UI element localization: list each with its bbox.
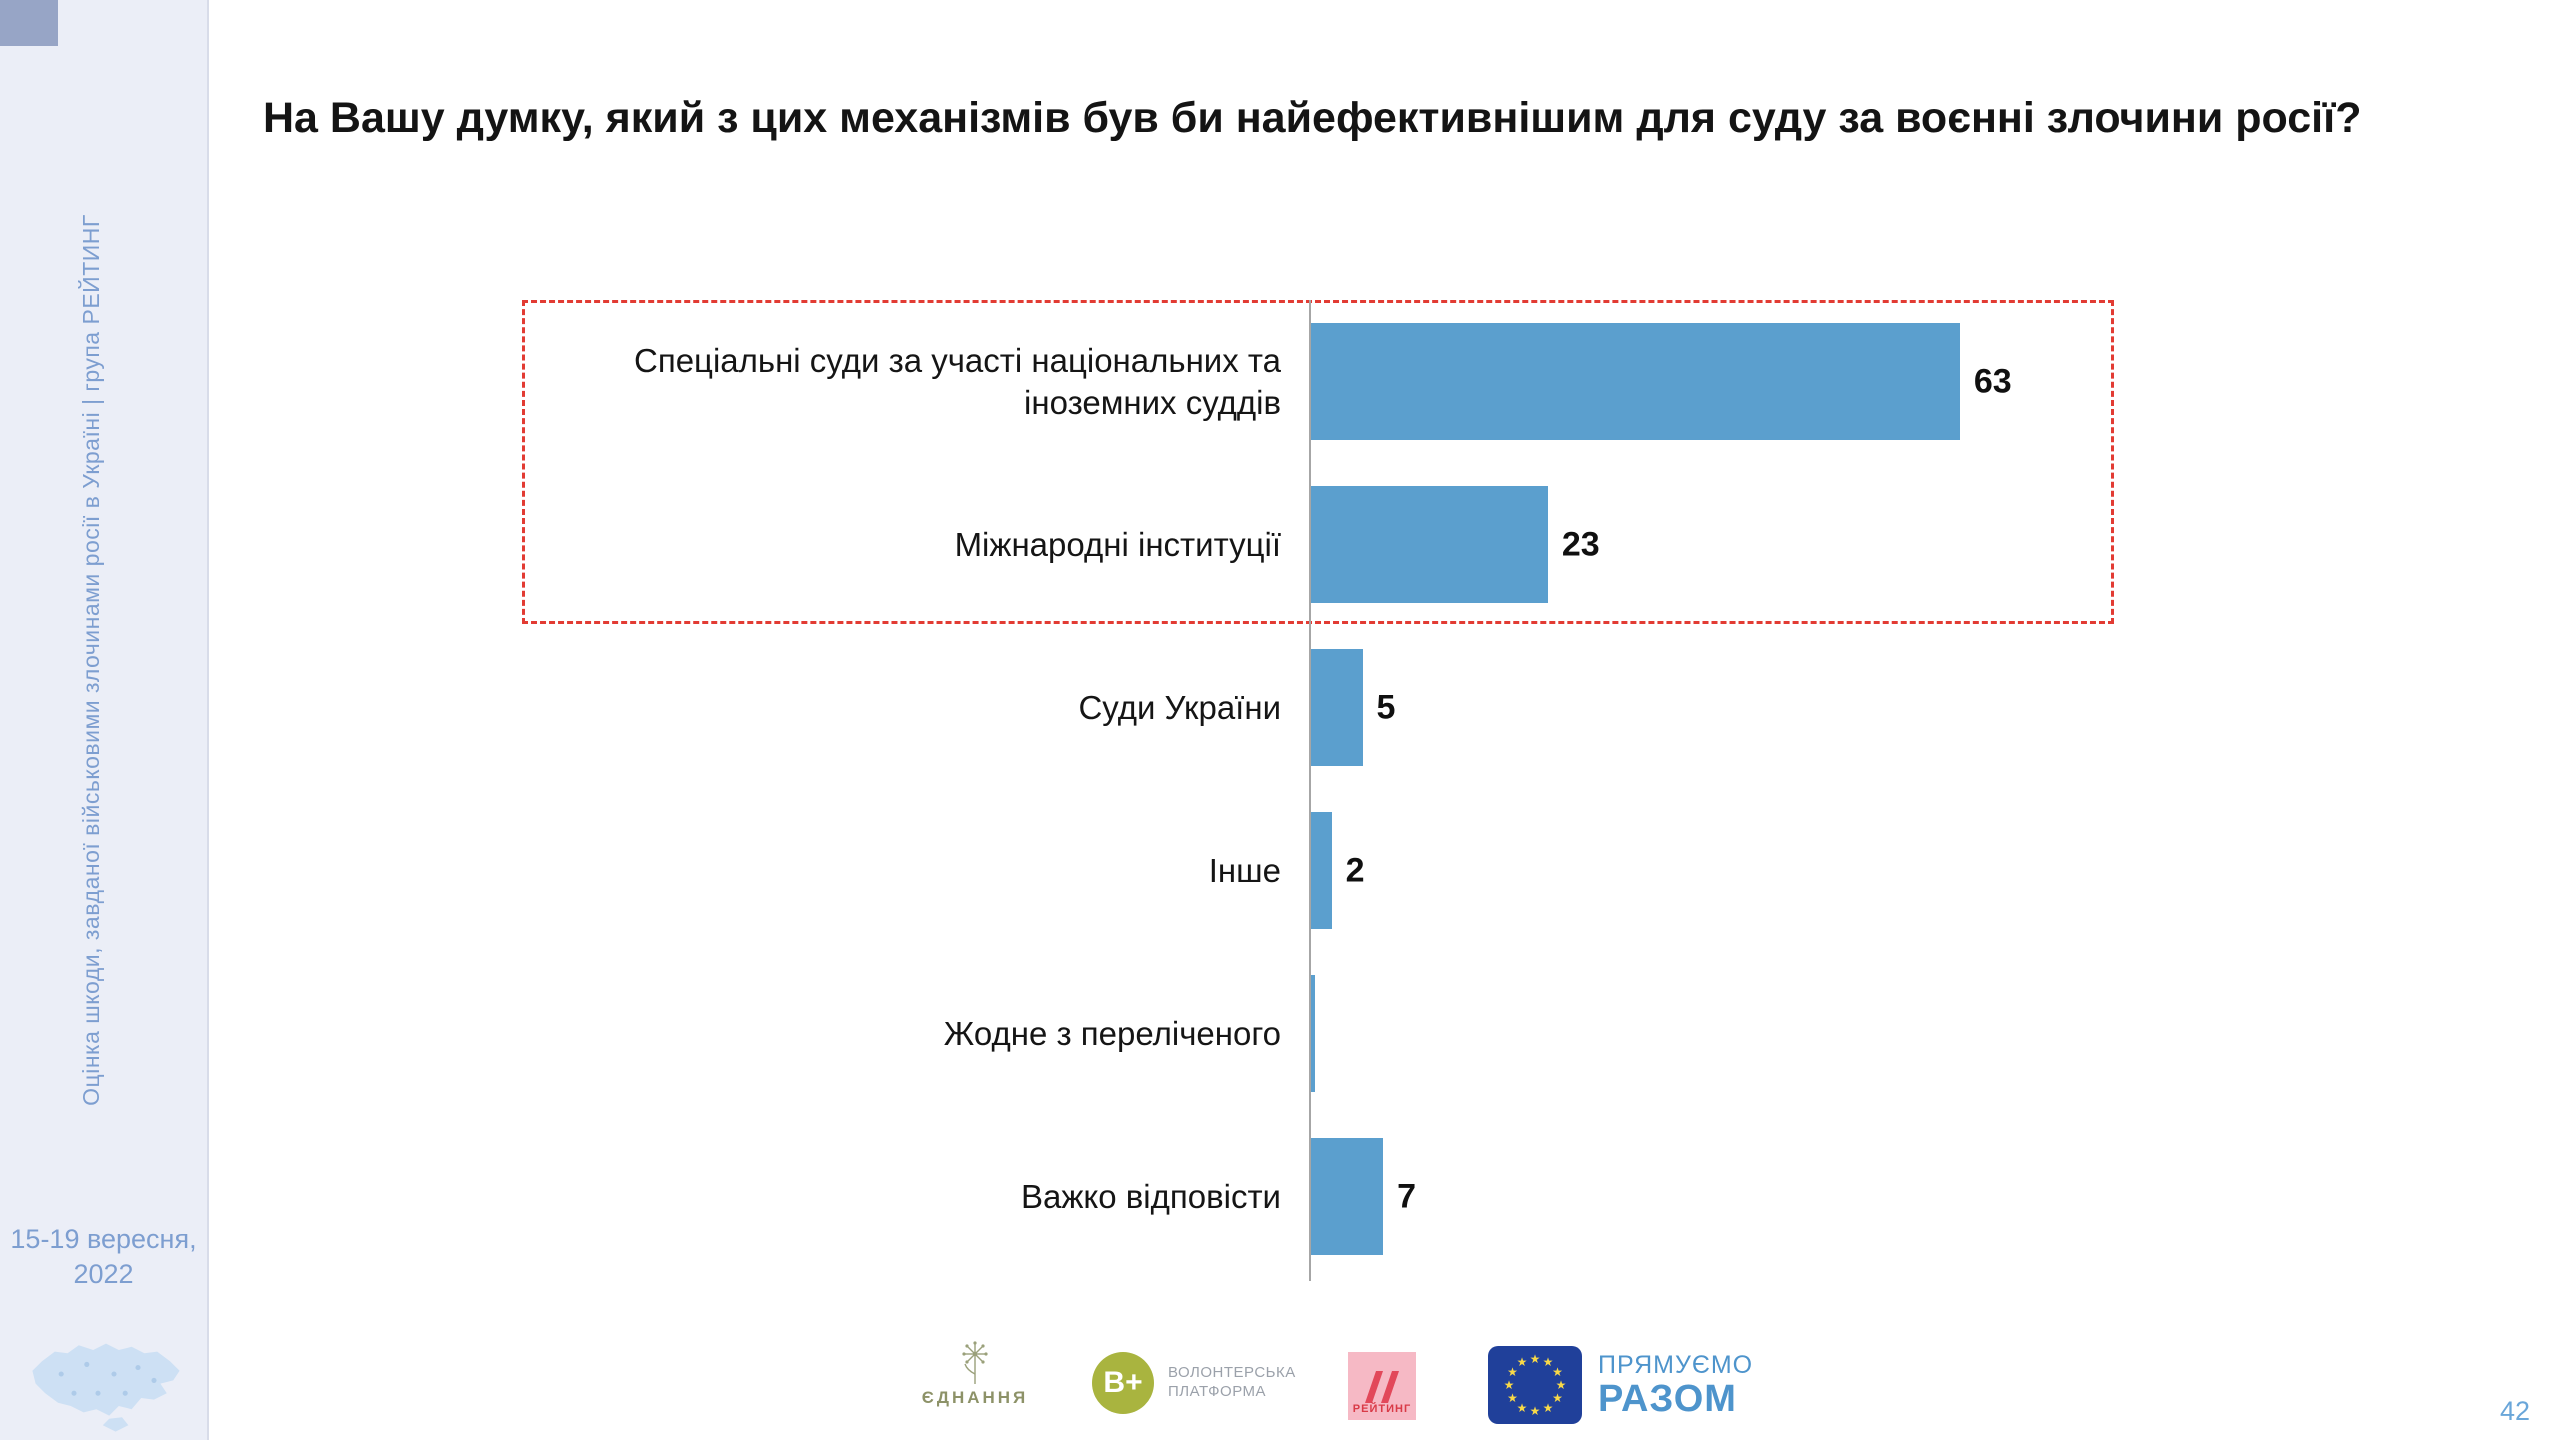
bar-value: 23 (1561, 525, 1600, 563)
eu-star-icon: ★ (1552, 1365, 1563, 1379)
eu-star-icon: ★ (1552, 1391, 1563, 1405)
bplus-caption-line2: ПЛАТФОРМА (1168, 1383, 1267, 1400)
logo-rating-group: РЕЙТИНГ (1348, 1352, 1416, 1420)
ukraine-map-icon (32, 1343, 180, 1432)
eu-star-icon: ★ (1516, 1355, 1528, 1370)
eu-star-icon: ★ (1529, 1404, 1541, 1418)
bar-value: 2 (1345, 851, 1365, 889)
eu-flag-icon: ★ ★ ★ ★ ★ ★ ★ ★ ★ ★ ★ ★ (1488, 1346, 1582, 1424)
eu-star-icon: ★ (1507, 1391, 1518, 1405)
bar (1311, 975, 1315, 1092)
bar-value: 5 (1376, 688, 1396, 726)
bar (1311, 486, 1548, 603)
sidebar (0, 0, 209, 1440)
bar-label: Міжнародні інституції (954, 525, 1281, 563)
eu-star-icon: ★ (1542, 1400, 1554, 1415)
survey-date-line2: 2022 (73, 1259, 134, 1290)
rating-glyph-icon (1365, 1371, 1399, 1403)
bar (1311, 323, 1960, 440)
eu-star-icon: ★ (1542, 1355, 1554, 1370)
eu-text-line2: РАЗОМ (1598, 1377, 1737, 1420)
corner-accent (0, 0, 58, 46)
bar-label: Спеціальні суди за участі національних т… (634, 342, 1281, 421)
bar-label: Інше (1208, 851, 1281, 889)
bar-row-international-institutions: Міжнародні інституції 23 (520, 486, 2320, 603)
bar-value: 7 (1397, 1177, 1417, 1215)
sidebar-vertical-caption: Оцінка шкоди, завданої військовими злочи… (78, 214, 104, 1106)
logo-volunteer-platform: В+ ВОЛОНТЕРСЬКА ПЛАТФОРМА (1092, 1352, 1296, 1414)
bar (1311, 812, 1332, 929)
dandelion-icon (962, 1341, 988, 1384)
page-title: На Вашу думку, який з цих механізмів був… (263, 94, 2362, 142)
eu-star-icon: ★ (1516, 1400, 1528, 1415)
eu-text-line1: ПРЯМУЄМО (1598, 1350, 1754, 1379)
eu-star-icon: ★ (1507, 1365, 1518, 1379)
bar (1311, 1138, 1384, 1255)
eu-star-icon: ★ (1503, 1378, 1515, 1392)
survey-date-line1: 15-19 вересня, (10, 1224, 197, 1254)
survey-date: 15-19 вересня, 2022 (0, 1222, 207, 1292)
eu-star-icon: ★ (1529, 1352, 1541, 1366)
bplus-icon: В+ (1092, 1352, 1154, 1414)
bar-label: Жодне з переліченого (943, 1014, 1281, 1052)
bar-row-special-courts: Спеціальні суди за участі національних т… (520, 323, 2320, 440)
rating-label: РЕЙТИНГ (1352, 1403, 1412, 1415)
bar-row-other: Інше 2 (520, 812, 2320, 929)
bar-label: Суди України (1078, 688, 1281, 726)
bar-label: Важко відповісти (1020, 1177, 1281, 1215)
bar-row-hard-to-answer: Важко відповісти 7 (520, 1138, 2320, 1255)
bar-value: 63 (1973, 362, 2012, 400)
bar-row-ukraine-courts: Суди України 5 (520, 649, 2320, 766)
bar-row-none-of-listed: Жодне з переліченого (520, 975, 2320, 1092)
chart-axis-line (1309, 300, 1311, 1281)
eu-star-icon: ★ (1555, 1378, 1567, 1392)
page-number: 42 (2499, 1396, 2530, 1426)
bar (1311, 649, 1363, 766)
bplus-caption-line1: ВОЛОНТЕРСЬКА (1168, 1364, 1296, 1382)
bar-chart: Спеціальні суди за участі національних т… (520, 300, 2320, 1281)
logo-yednannia: ЄДНАННЯ (905, 1340, 1045, 1408)
yednannia-label: ЄДНАННЯ (921, 1388, 1029, 1407)
logo-eu-together: ★ ★ ★ ★ ★ ★ ★ ★ ★ ★ ★ ★ ПРЯМУЄМО РАЗОМ (1488, 1346, 1753, 1424)
